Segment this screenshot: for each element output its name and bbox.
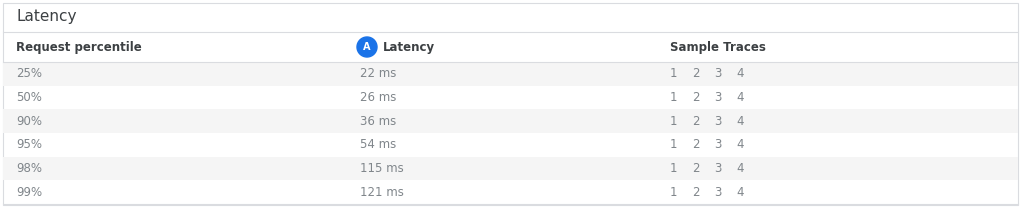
Text: 36 ms: 36 ms bbox=[360, 115, 396, 128]
Text: 2: 2 bbox=[692, 91, 699, 104]
Text: 3: 3 bbox=[714, 91, 722, 104]
Text: 121 ms: 121 ms bbox=[360, 186, 404, 199]
Text: 4: 4 bbox=[736, 67, 743, 80]
Text: Sample Traces: Sample Traces bbox=[670, 41, 766, 53]
Text: 98%: 98% bbox=[16, 162, 42, 175]
Text: 4: 4 bbox=[736, 186, 743, 199]
Text: 4: 4 bbox=[736, 115, 743, 128]
FancyBboxPatch shape bbox=[3, 157, 1018, 180]
Text: 3: 3 bbox=[714, 67, 722, 80]
Text: 1: 1 bbox=[670, 138, 678, 151]
Text: A: A bbox=[363, 42, 371, 52]
Text: 3: 3 bbox=[714, 138, 722, 151]
Text: 90%: 90% bbox=[16, 115, 42, 128]
Text: 50%: 50% bbox=[16, 91, 42, 104]
Text: Request percentile: Request percentile bbox=[16, 41, 142, 53]
Text: 2: 2 bbox=[692, 186, 699, 199]
Text: 1: 1 bbox=[670, 115, 678, 128]
Text: 1: 1 bbox=[670, 186, 678, 199]
Text: 4: 4 bbox=[736, 138, 743, 151]
Text: 1: 1 bbox=[670, 91, 678, 104]
Text: 1: 1 bbox=[670, 162, 678, 175]
FancyBboxPatch shape bbox=[3, 109, 1018, 133]
Text: 3: 3 bbox=[714, 115, 722, 128]
Text: 3: 3 bbox=[714, 162, 722, 175]
Text: 26 ms: 26 ms bbox=[360, 91, 396, 104]
FancyBboxPatch shape bbox=[3, 62, 1018, 86]
Text: 2: 2 bbox=[692, 67, 699, 80]
Text: 4: 4 bbox=[736, 91, 743, 104]
Text: 95%: 95% bbox=[16, 138, 42, 151]
Text: Latency: Latency bbox=[16, 9, 77, 24]
Text: 2: 2 bbox=[692, 138, 699, 151]
Text: 22 ms: 22 ms bbox=[360, 67, 396, 80]
Text: Latency: Latency bbox=[383, 41, 435, 53]
Text: 99%: 99% bbox=[16, 186, 42, 199]
Text: 25%: 25% bbox=[16, 67, 42, 80]
Circle shape bbox=[357, 37, 377, 57]
Text: 3: 3 bbox=[714, 186, 722, 199]
Text: 4: 4 bbox=[736, 162, 743, 175]
Text: 54 ms: 54 ms bbox=[360, 138, 396, 151]
FancyBboxPatch shape bbox=[3, 3, 1018, 205]
Text: 2: 2 bbox=[692, 162, 699, 175]
Text: 1: 1 bbox=[670, 67, 678, 80]
Text: 115 ms: 115 ms bbox=[360, 162, 403, 175]
Text: 2: 2 bbox=[692, 115, 699, 128]
